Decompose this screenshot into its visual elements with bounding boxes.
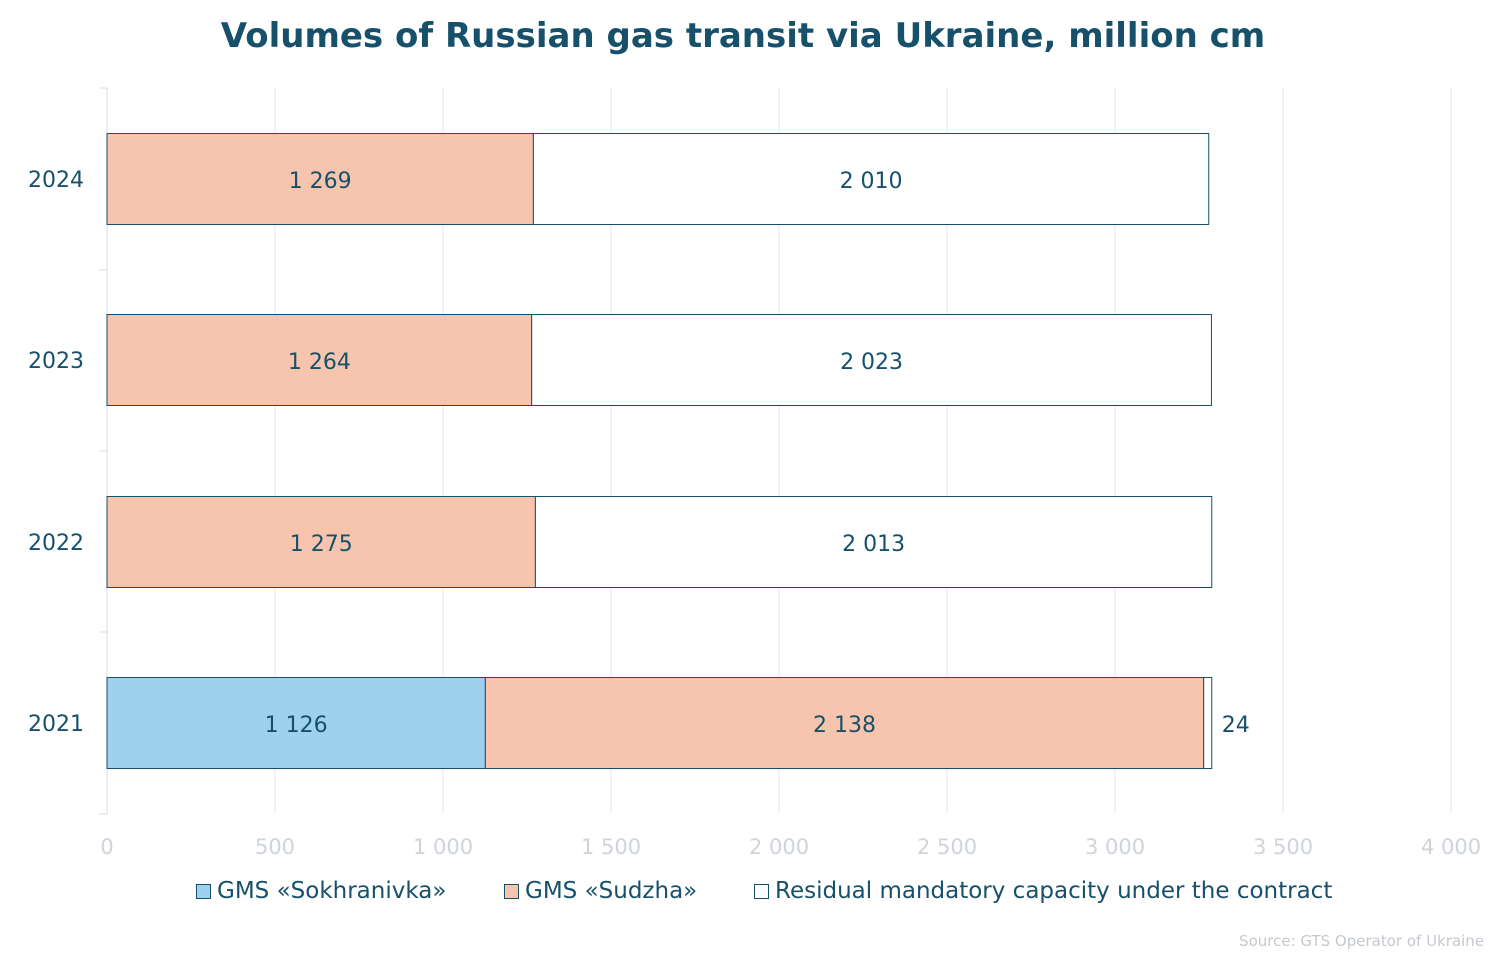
y-tick-label: 2023 xyxy=(28,349,84,374)
legend-label: Residual mandatory capacity under the co… xyxy=(775,878,1333,904)
x-tick-label: 500 xyxy=(255,835,295,859)
x-tick-label: 4 000 xyxy=(1421,835,1481,859)
y-axis: 2024 2023 2022 2021 xyxy=(28,87,108,815)
data-label: 2 023 xyxy=(840,350,903,375)
bar-segment xyxy=(532,133,1210,225)
bar-segment xyxy=(531,314,1212,406)
x-tick-label: 2 500 xyxy=(917,835,977,859)
x-tick-label: 1 500 xyxy=(581,835,641,859)
source-note: Source: GTS Operator of Ukraine xyxy=(1239,932,1484,950)
legend-item: Residual mandatory capacity under the co… xyxy=(754,878,1332,904)
legend-swatch xyxy=(754,883,769,899)
legend-swatch xyxy=(504,883,519,899)
bar-segment xyxy=(106,677,486,769)
bar-segment xyxy=(106,314,533,406)
x-tick-label: 3 000 xyxy=(1085,835,1145,859)
x-axis: 0 500 1 000 1 500 2 000 2 500 3 000 3 500 4 000 xyxy=(100,835,1481,859)
data-label: 2 013 xyxy=(842,532,905,557)
y-tick-label: 2021 xyxy=(28,712,84,737)
legend-item: GMS «Sokhranivka» xyxy=(196,878,446,904)
x-tick-label: 2 000 xyxy=(749,835,809,859)
legend-item: GMS «Sudzha» xyxy=(504,878,697,904)
bar-segment xyxy=(1203,677,1213,769)
bar-segment xyxy=(534,496,1213,588)
data-label: 1 264 xyxy=(288,350,351,375)
legend-label: GMS «Sokhranivka» xyxy=(217,878,447,904)
bar-segment xyxy=(106,133,534,225)
x-tick-label: 0 xyxy=(100,835,113,859)
bar-segment xyxy=(484,677,1205,769)
x-tick-label: 1 000 xyxy=(413,835,473,859)
data-label: 2 010 xyxy=(840,169,903,194)
legend: GMS «Sokhranivka» GMS «Sudzha» Residual ma… xyxy=(0,878,1512,912)
data-label: 1 126 xyxy=(265,713,328,738)
data-label: 1 269 xyxy=(289,169,352,194)
data-label: 2 138 xyxy=(813,713,876,738)
x-tick-label: 3 500 xyxy=(1253,835,1313,859)
y-tick-label: 2022 xyxy=(28,531,84,556)
bars: 1 269 2 010 1 264 2 023 1 275 2 013 1 126 2 138… xyxy=(106,133,1250,769)
chart-title: Volumes of Russian gas transit via Ukrai… xyxy=(220,16,1266,56)
legend-swatch xyxy=(196,883,211,899)
data-label: 24 xyxy=(1222,713,1250,738)
data-label: 1 275 xyxy=(290,532,353,557)
legend-label: GMS «Sudzha» xyxy=(525,878,698,904)
y-tick-label: 2024 xyxy=(28,168,84,193)
